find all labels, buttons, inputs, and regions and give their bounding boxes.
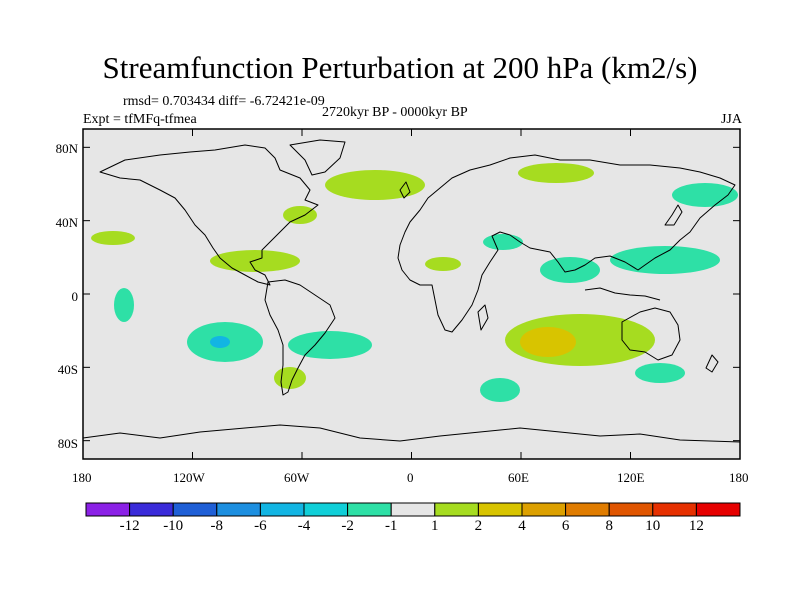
- coastline-new-zealand: [705, 354, 719, 373]
- positive-anomaly-central-pacific: [91, 231, 135, 245]
- anomaly-fields: [91, 163, 738, 402]
- colorbar-label: 2: [474, 518, 483, 534]
- colorbar-label: 1: [431, 518, 439, 534]
- strong-positive-anomaly-south-indian-ocean: [520, 327, 576, 357]
- negative-anomaly-south-atlantic: [288, 331, 372, 359]
- coastlines: [82, 139, 741, 443]
- colorbar-swatch-10: [521, 502, 567, 517]
- season-label: JJA: [720, 112, 742, 127]
- colorbar-label: 4: [518, 518, 526, 534]
- lon-label-120w: 120W: [173, 470, 205, 485]
- colorbar-swatch-6: [347, 502, 392, 517]
- period-label: 2720kyr BP - 0000kyr BP: [322, 105, 468, 120]
- colorbar-swatch-4: [259, 502, 305, 517]
- colorbar: [85, 502, 741, 517]
- colorbar-swatch-13: [652, 502, 697, 517]
- colorbar-label: 6: [561, 518, 570, 534]
- experiment-label: Expt = tfMFq-tfmea: [83, 112, 197, 127]
- colorbar-swatch-2: [172, 502, 218, 517]
- coastline-madagascar: [477, 304, 489, 331]
- negative-anomaly-bay-of-bengal: [540, 257, 600, 283]
- map-plot-area: [82, 128, 741, 460]
- negative-anomaly-western-pacific: [610, 246, 720, 274]
- colorbar-label: 10: [645, 518, 661, 534]
- coastline-uk: [399, 181, 411, 199]
- axis-ticks: [82, 129, 741, 459]
- coastline-north-america: [99, 144, 319, 286]
- colorbar-swatch-12: [608, 502, 654, 517]
- positive-anomaly-north-atlantic: [325, 170, 425, 200]
- negative-anomaly-tropical-pacific: [114, 288, 134, 322]
- positive-anomaly-western-atlantic: [283, 206, 317, 224]
- colorbar-label: -12: [119, 518, 140, 534]
- stats-text: rmsd= 0.703434 diff= -6.72421e-09: [123, 94, 325, 109]
- lon-label-120e: 120E: [617, 470, 645, 485]
- colorbar-label: -2: [341, 518, 354, 534]
- colorbar-swatch-9: [477, 502, 523, 517]
- colorbar-swatch-8: [434, 502, 479, 517]
- coastline-indonesia: [584, 287, 661, 301]
- lat-label-40s: 40S: [57, 362, 78, 377]
- colorbar-swatch-7: [390, 502, 436, 517]
- coastline-australia: [621, 307, 681, 361]
- coastline-greenland: [289, 139, 346, 176]
- colorbar-label: -10: [163, 518, 184, 534]
- colorbar-label: -8: [210, 518, 224, 534]
- colorbar-label: 8: [605, 518, 613, 534]
- colorbar-label: -1: [384, 518, 398, 534]
- colorbar-swatch-3: [216, 502, 261, 517]
- lat-label-80n: 80N: [55, 141, 78, 156]
- negative-anomaly-southwest-indian-ocean: [480, 378, 520, 402]
- lon-label-0: 0: [407, 470, 414, 485]
- lon-label-60w: 60W: [284, 470, 310, 485]
- colorbar-label: -6: [254, 518, 267, 534]
- colorbar-label: -4: [297, 518, 311, 534]
- colorbar-swatch-5: [303, 502, 349, 517]
- negative-anomaly-tasman-sea: [635, 363, 685, 383]
- positive-anomaly-north-africa: [425, 257, 461, 271]
- negative-anomaly-kamchatka: [672, 183, 738, 207]
- coastline-antarctica: [82, 424, 741, 443]
- lon-label-180e: 180: [729, 470, 749, 485]
- colorbar-label: 12: [688, 518, 704, 534]
- colorbar-swatch-0: [85, 502, 131, 517]
- lon-label-180w: 180: [72, 470, 92, 485]
- colorbar-swatch-1: [129, 502, 174, 517]
- colorbar-swatch-14: [695, 502, 741, 517]
- strong-negative-anomaly-southeast-pacific: [210, 336, 230, 348]
- coastline-japan: [664, 204, 683, 226]
- negative-anomaly-arabia: [483, 234, 523, 250]
- coastline-eurasia-africa: [397, 154, 736, 333]
- lat-label-40n: 40N: [55, 215, 78, 230]
- colorbar-swatch-11: [565, 502, 610, 517]
- positive-anomaly-barents-sea: [518, 163, 594, 183]
- lat-label-80s: 80S: [57, 436, 78, 451]
- coastline-south-america: [264, 279, 336, 396]
- lat-label-0: 0: [71, 289, 79, 304]
- lon-label-60e: 60E: [508, 470, 529, 485]
- chart-title: Streamfunction Perturbation at 200 hPa (…: [102, 50, 698, 85]
- positive-anomaly-caribbean: [210, 250, 300, 272]
